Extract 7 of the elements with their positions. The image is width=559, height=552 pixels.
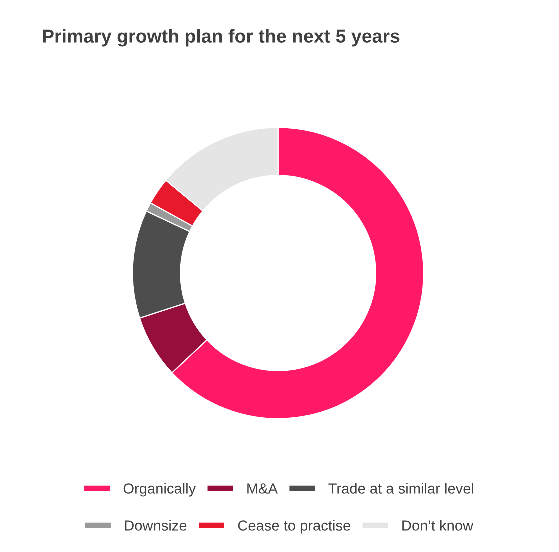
legend-label: Cease to practise	[238, 520, 350, 534]
legend-label: Downsize	[125, 520, 187, 531]
legend-label: Organically	[124, 483, 196, 497]
legend-label: M&A	[248, 484, 278, 494]
chart-title: Primary growth plan for the next 5 years	[43, 29, 400, 47]
legend-label: Trade at a similar level	[328, 483, 474, 494]
legend-label: Don’t know	[402, 520, 474, 531]
